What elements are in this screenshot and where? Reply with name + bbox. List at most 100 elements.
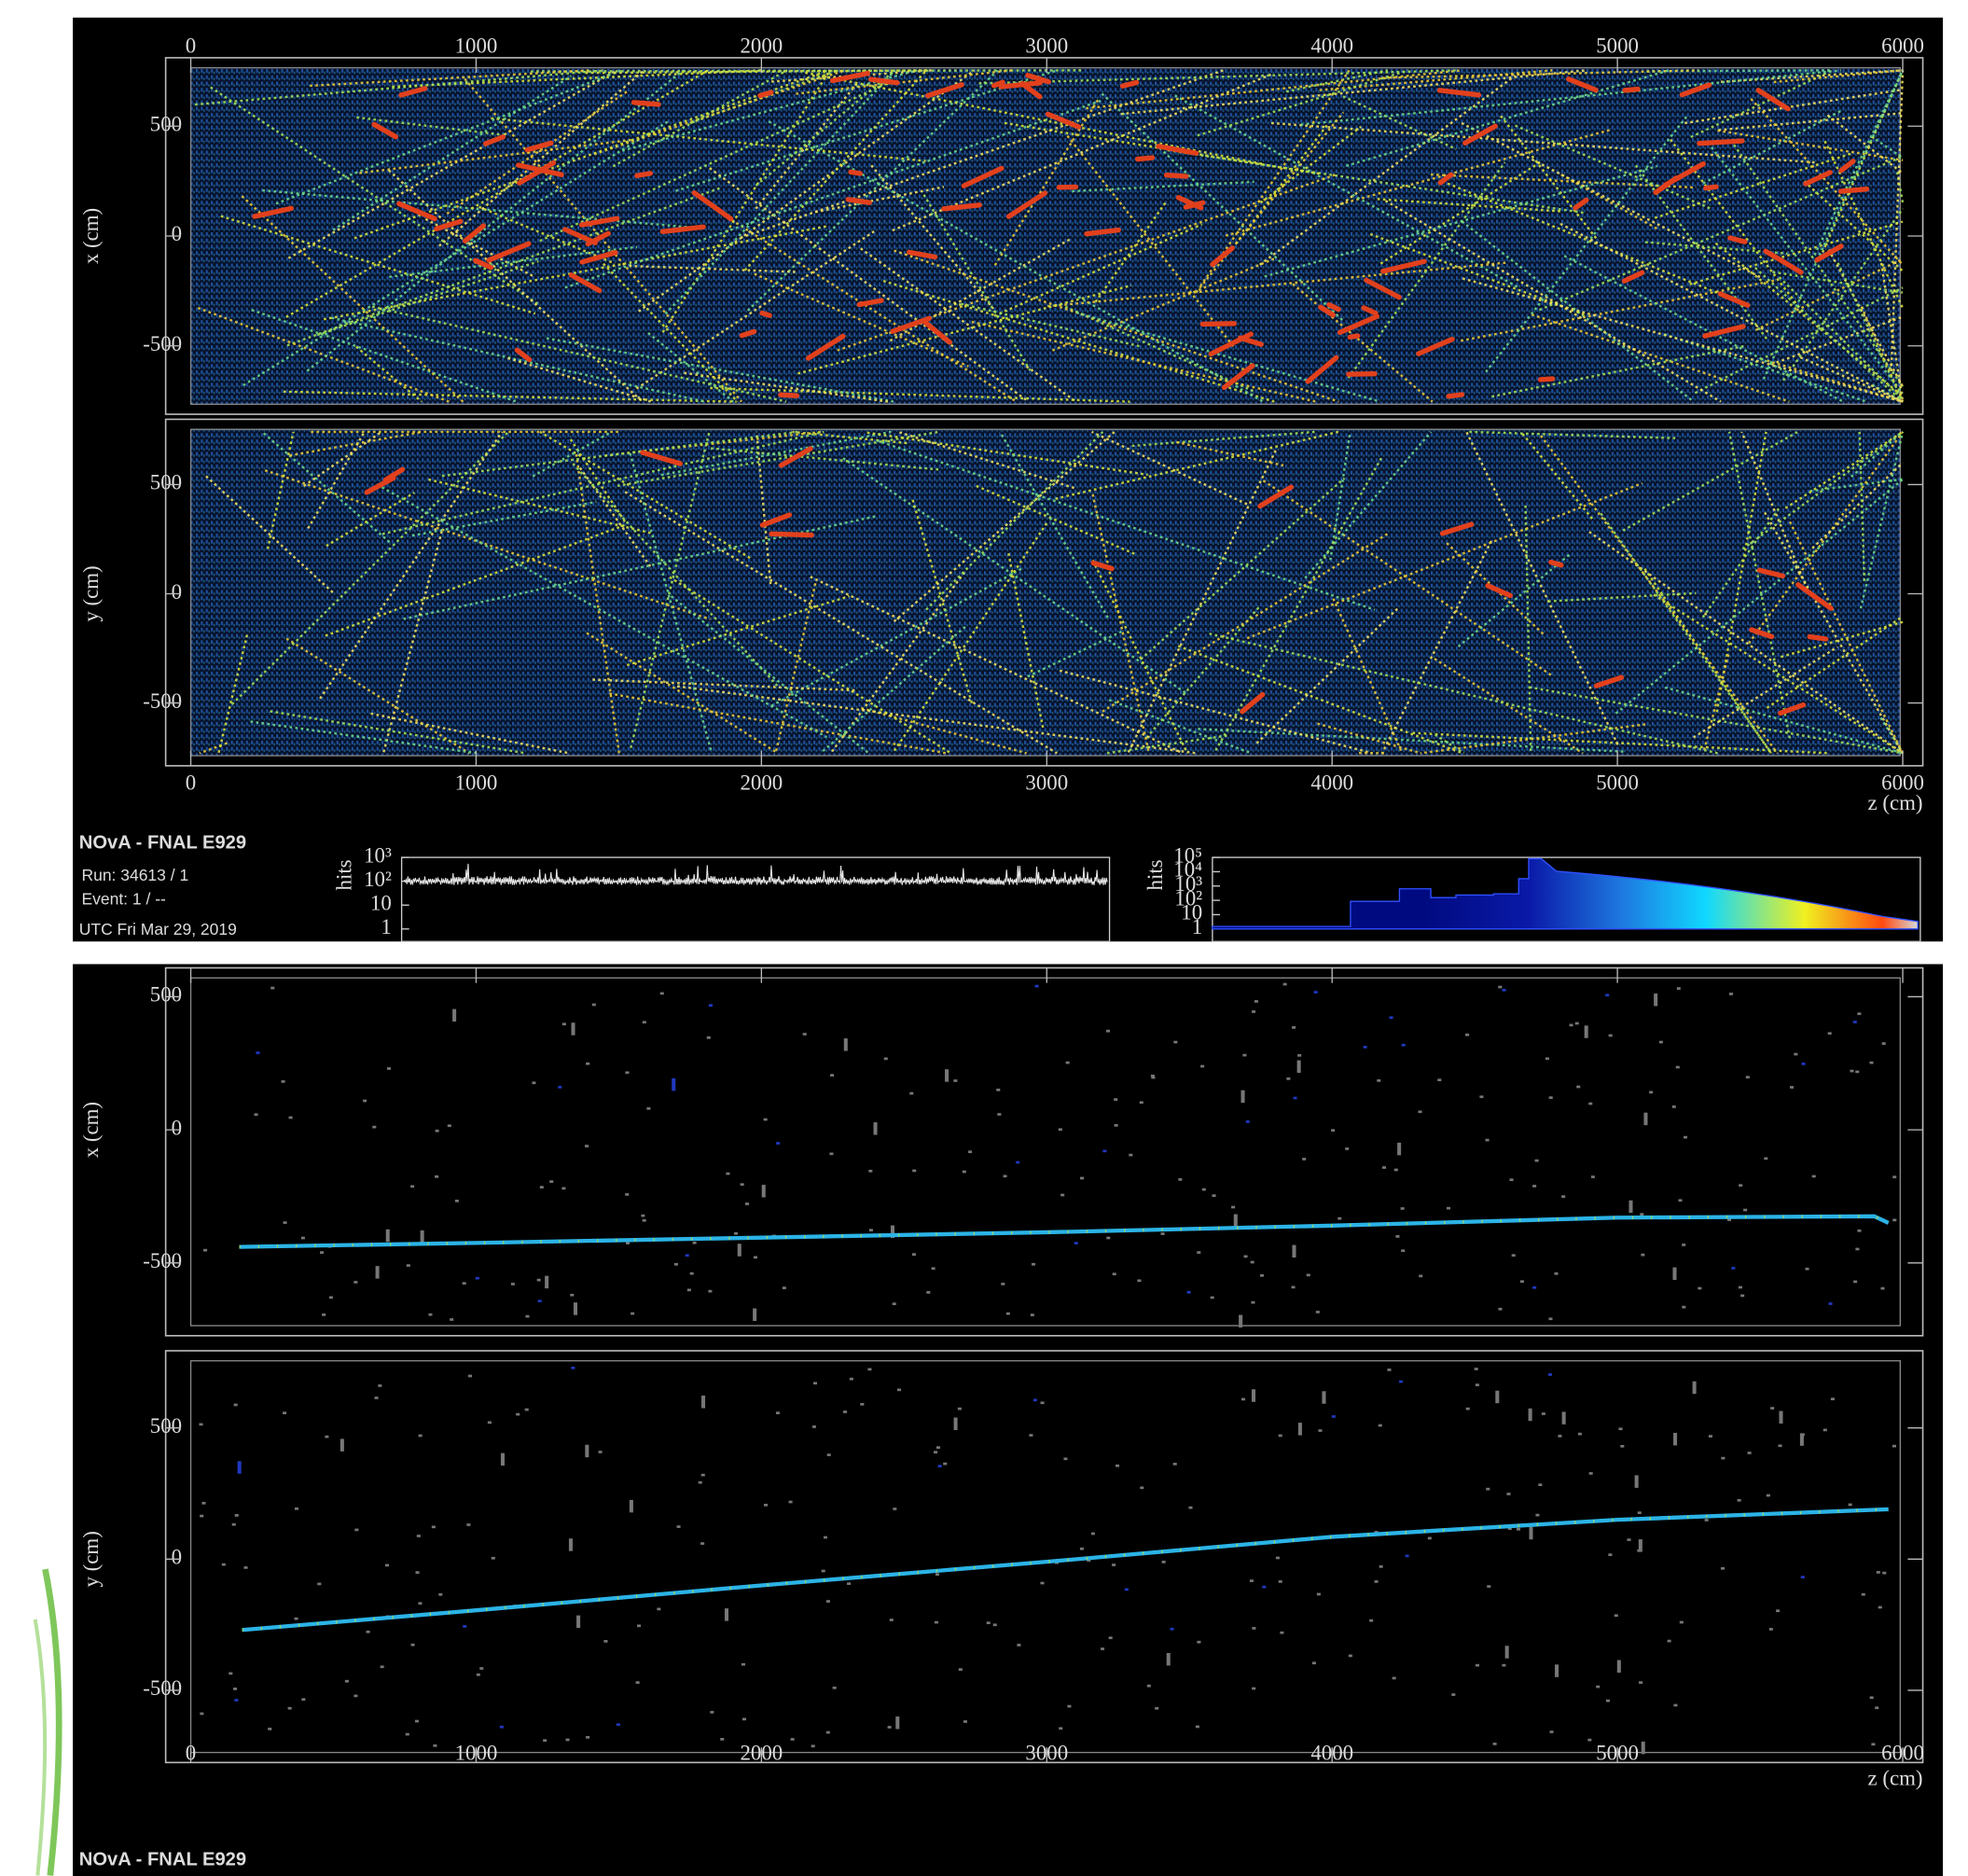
noise-hit [1063, 1457, 1067, 1460]
noise-hit [1682, 1244, 1685, 1246]
noise-hit [726, 1173, 729, 1175]
noise-hit [1871, 1743, 1875, 1745]
noise-hit [1639, 1681, 1642, 1684]
noise-hit [1297, 1054, 1301, 1057]
noise-hit [776, 1142, 780, 1145]
noise-hit [1642, 1742, 1645, 1754]
noise-hit [1116, 1465, 1119, 1467]
noise-hit [284, 1221, 287, 1224]
noise-hit [963, 1720, 967, 1723]
noise-hit [201, 1502, 205, 1505]
noise-hit [646, 1107, 650, 1110]
noise-hit [234, 1699, 238, 1702]
noise-hit [1684, 1136, 1687, 1139]
noise-hit [959, 1668, 963, 1671]
z-tick-label: 3000 [1025, 34, 1068, 57]
noise-hit [1555, 1664, 1559, 1676]
info-title: NOvA - FNAL E929 [79, 1850, 246, 1870]
noise-hit [699, 1481, 702, 1484]
noise-hit [295, 1618, 298, 1620]
noise-hit [1292, 1285, 1296, 1288]
noise-hit [1802, 1063, 1806, 1065]
noise-hit [1196, 1726, 1199, 1729]
noise-hit [1112, 1563, 1116, 1566]
z-tick-label: 0 [186, 34, 196, 57]
noise-hit [1161, 1232, 1165, 1235]
noise-hit [1721, 1457, 1725, 1460]
noise-hit [1242, 1054, 1246, 1057]
noise-hit [492, 1557, 495, 1560]
noise-hit [571, 1367, 575, 1369]
noise-hit [289, 1117, 293, 1119]
noise-hit [1767, 1494, 1770, 1497]
noise-hit [387, 1067, 391, 1070]
noise-hit [1394, 1169, 1398, 1172]
info-event: Event: 1 / -- [81, 889, 166, 908]
noise-hit [1617, 1661, 1621, 1673]
noise-hit [709, 1004, 713, 1007]
noise-hit [741, 1663, 745, 1666]
hit-cluster [760, 92, 771, 95]
noise-hit [375, 1397, 379, 1399]
noise-hit [543, 1739, 547, 1742]
noise-hit [448, 1124, 451, 1127]
noise-hit [367, 1631, 370, 1633]
noise-hit [1252, 1688, 1255, 1690]
noise-hit [996, 1089, 1000, 1091]
noise-hit [1101, 1647, 1104, 1650]
noise-hit [1746, 1076, 1750, 1078]
noise-hit [283, 1411, 286, 1414]
noise-hit [1554, 1272, 1558, 1275]
noise-hit [1640, 1213, 1643, 1216]
hit-cluster [1540, 379, 1552, 380]
noise-hit [288, 1707, 292, 1710]
z-axis-label: z (cm) [1868, 1766, 1923, 1789]
noise-hit [386, 1230, 390, 1242]
noise-hit [1074, 1242, 1078, 1244]
noise-hit [1252, 1627, 1255, 1630]
noise-hit [641, 1215, 644, 1217]
noise-hit [1244, 1256, 1248, 1258]
noise-hit [1251, 1301, 1254, 1304]
noise-hit [570, 1294, 574, 1297]
hit-cluster [1448, 395, 1462, 396]
noise-hit [1252, 1010, 1255, 1013]
noise-hit [1279, 1435, 1282, 1438]
hit-cluster [994, 82, 1003, 86]
noise-hit [926, 1291, 930, 1294]
noise-hit [1606, 1700, 1610, 1702]
hit-cluster [1123, 82, 1137, 86]
noise-hit [1850, 1070, 1853, 1073]
noise-hit [1260, 1274, 1264, 1277]
noise-hit [1316, 1311, 1320, 1313]
noise-hit [1588, 1103, 1592, 1105]
noise-hit [1241, 1091, 1245, 1103]
noise-hit [1294, 1097, 1297, 1100]
noise-hit [824, 1536, 827, 1539]
noise-hit [626, 1242, 630, 1244]
noise-hit [238, 1461, 242, 1473]
noise-hit [540, 1186, 544, 1188]
hit-cluster [1167, 175, 1186, 176]
noise-hit [893, 1302, 896, 1305]
noise-hit [1283, 983, 1287, 986]
noise-hit [525, 1315, 529, 1318]
noise-hit [1529, 1409, 1532, 1421]
noise-hit [700, 1542, 704, 1545]
noise-hit [1298, 1423, 1302, 1435]
noise-hit [1892, 1218, 1896, 1221]
leaf-decoration [35, 1619, 45, 1876]
noise-hit [1638, 1511, 1642, 1514]
noise-hit [1705, 1519, 1709, 1522]
noise-hit [1801, 1576, 1805, 1578]
noise-hit [934, 1451, 937, 1453]
noise-hit [1853, 1021, 1857, 1023]
noise-hit [890, 1619, 894, 1621]
noise-hit [585, 1145, 589, 1147]
histogram-tick-label: 1 [381, 915, 391, 938]
noise-hit [229, 1673, 232, 1675]
noise-hit [295, 1508, 298, 1510]
z-tick-label: 1000 [455, 771, 498, 794]
noise-hit [884, 1058, 888, 1061]
noise-hit [576, 1616, 580, 1628]
